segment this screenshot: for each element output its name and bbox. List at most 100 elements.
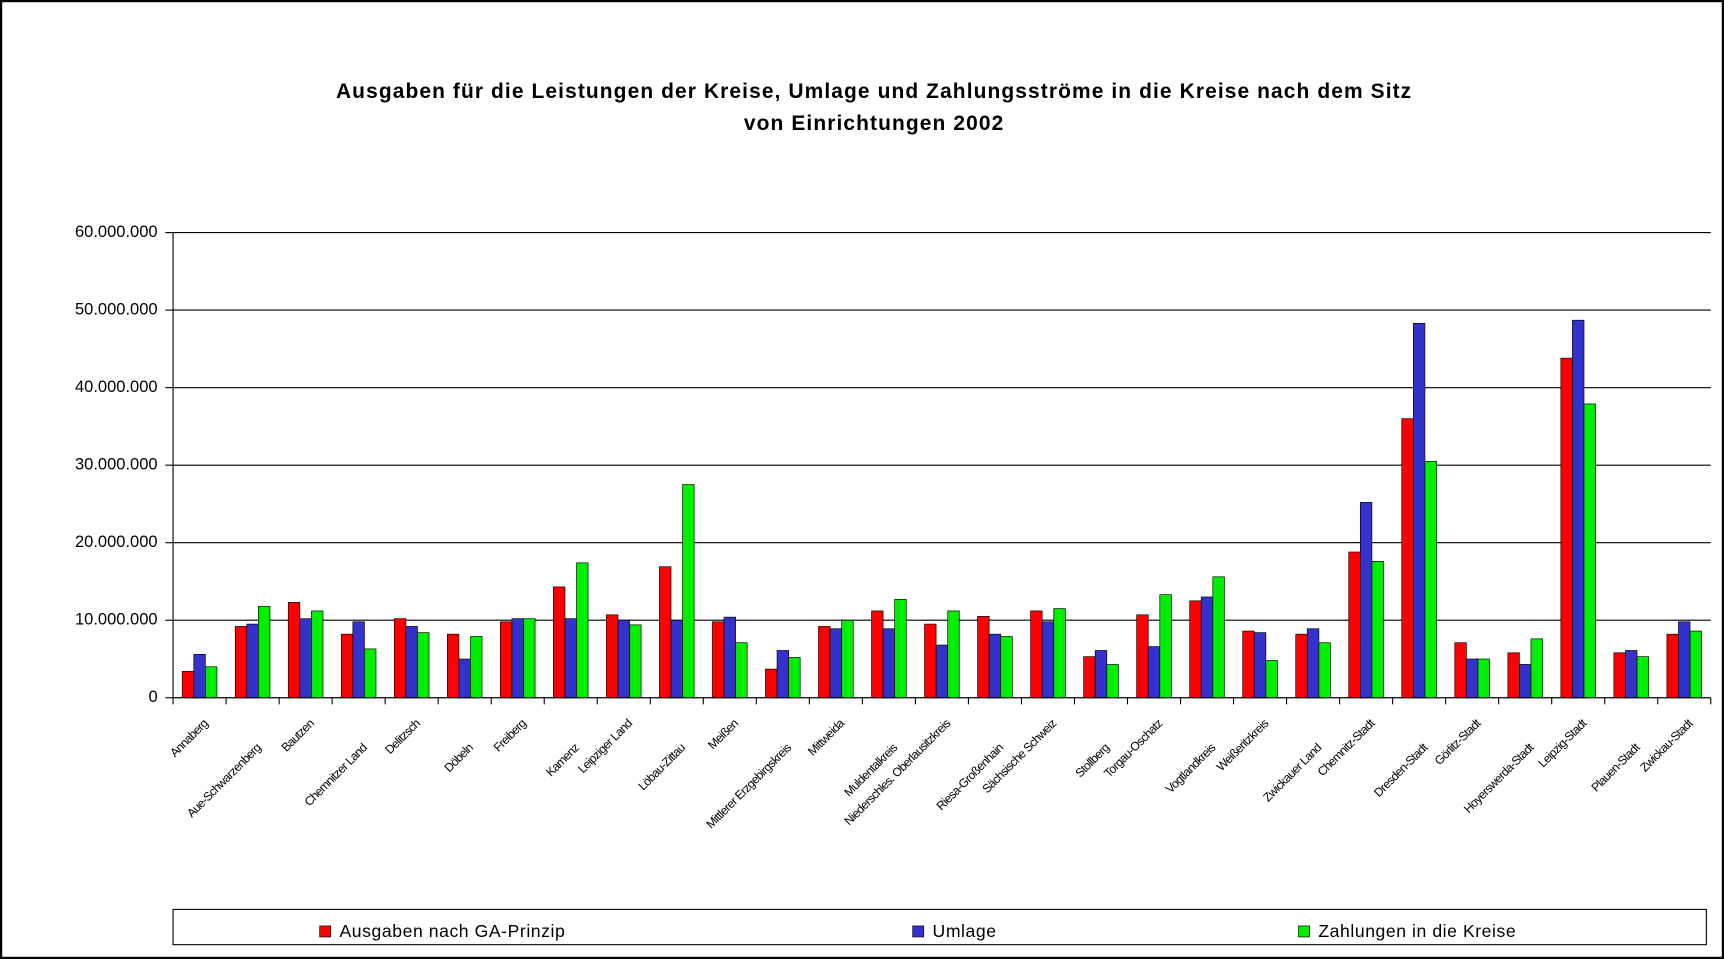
bar — [765, 668, 778, 699]
legend-label: Umlage — [933, 921, 997, 941]
bar — [1572, 319, 1585, 699]
bar — [1560, 357, 1573, 699]
bar — [788, 657, 801, 699]
bar — [1083, 656, 1096, 699]
bar — [670, 619, 683, 699]
bar — [1625, 650, 1638, 699]
bar — [500, 621, 513, 699]
bar — [393, 618, 407, 699]
legend-swatch — [1298, 925, 1310, 938]
bar — [818, 626, 831, 699]
bar — [735, 642, 748, 699]
bar — [924, 623, 937, 699]
bar — [1666, 633, 1679, 699]
bar — [1613, 652, 1626, 699]
bar — [1477, 658, 1490, 699]
bar — [417, 632, 430, 699]
bar — [894, 598, 907, 699]
chart-title: Ausgaben für die Leistungen der Kreise, … — [336, 80, 1412, 103]
legend-swatch — [319, 925, 332, 938]
bar — [1678, 621, 1691, 699]
bar — [829, 628, 842, 699]
bar — [1530, 638, 1543, 699]
bar — [564, 618, 577, 699]
bar — [458, 658, 471, 699]
y-tick-label: 30.000.000 — [75, 455, 158, 474]
bar — [352, 621, 365, 699]
bar — [447, 633, 460, 699]
legend-label: Zahlungen in die Kreise — [1318, 921, 1516, 941]
bar — [470, 636, 483, 699]
bar — [712, 621, 725, 699]
bar — [723, 616, 736, 699]
bar — [1348, 551, 1361, 699]
y-tick-label: 40.000.000 — [75, 377, 158, 396]
bar — [576, 562, 589, 699]
bar — [1583, 403, 1596, 699]
bar — [1507, 652, 1520, 699]
bar — [1466, 658, 1479, 699]
bar — [1159, 594, 1172, 699]
bar — [1454, 642, 1467, 699]
bar — [882, 628, 896, 699]
y-tick-label: 10.000.000 — [75, 610, 158, 629]
bar — [1106, 664, 1119, 699]
bar — [1212, 576, 1225, 699]
bar — [1147, 646, 1161, 699]
y-tick-label: 60.000.000 — [75, 222, 158, 241]
y-tick-label: 50.000.000 — [75, 299, 158, 318]
bar — [193, 654, 206, 699]
bar — [340, 633, 354, 699]
bar — [1265, 660, 1278, 699]
bar — [1689, 630, 1702, 699]
bar — [1000, 636, 1013, 699]
bar — [1200, 596, 1214, 699]
bar — [606, 614, 619, 699]
bar — [1041, 621, 1055, 699]
bar — [1306, 628, 1320, 699]
bar — [258, 605, 271, 699]
bar — [1371, 560, 1384, 699]
bar — [1030, 610, 1043, 699]
bar — [553, 586, 566, 699]
y-tick-label: 20.000.000 — [75, 532, 158, 551]
bar — [1318, 642, 1331, 699]
bar — [1053, 608, 1066, 699]
bar — [1636, 656, 1649, 699]
bar — [299, 618, 312, 699]
bar — [1424, 460, 1437, 699]
bar — [1295, 633, 1308, 699]
bar — [977, 616, 990, 699]
bar — [947, 610, 960, 699]
bar — [871, 610, 884, 699]
bar — [1253, 632, 1267, 699]
legend-box — [172, 908, 1707, 946]
bar — [629, 624, 642, 699]
bar — [234, 626, 248, 699]
bar — [364, 648, 377, 699]
bar — [1401, 418, 1414, 699]
bar — [1189, 600, 1202, 699]
bar — [181, 671, 195, 699]
bar — [1519, 664, 1532, 699]
bar — [776, 650, 789, 699]
bar — [205, 666, 218, 699]
bar — [1094, 650, 1108, 699]
bar — [1242, 630, 1255, 699]
chart-title: von Einrichtungen 2002 — [744, 112, 1004, 135]
bar — [405, 626, 418, 699]
bar — [659, 566, 672, 699]
bar — [1413, 322, 1426, 699]
bar — [246, 623, 259, 699]
bar — [1136, 614, 1149, 699]
bar — [287, 602, 301, 699]
bar — [617, 619, 630, 699]
bar — [1359, 502, 1373, 699]
bar — [935, 644, 949, 699]
bar — [523, 618, 536, 699]
legend-label: Ausgaben nach GA-Prinzip — [340, 921, 566, 941]
bar — [511, 618, 524, 699]
legend-swatch — [912, 925, 925, 938]
bar — [841, 619, 854, 699]
